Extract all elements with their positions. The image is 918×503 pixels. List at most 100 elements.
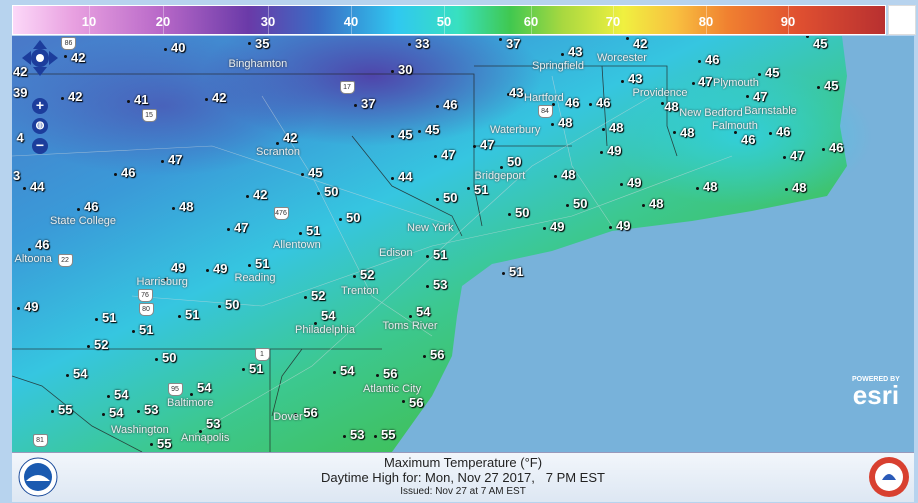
temperature-label[interactable]: 46 bbox=[565, 95, 580, 110]
temperature-label[interactable]: 46 bbox=[829, 140, 844, 155]
pan-arrows-icon[interactable] bbox=[22, 40, 58, 76]
temperature-label[interactable]: 45 bbox=[425, 122, 440, 137]
temperature-label[interactable]: 46 bbox=[596, 95, 611, 110]
temperature-label[interactable]: 43 bbox=[568, 44, 583, 59]
temperature-label[interactable]: 47 bbox=[753, 89, 768, 105]
temperature-label[interactable]: 40 bbox=[171, 40, 186, 55]
temperature-label[interactable]: 47 bbox=[234, 220, 249, 235]
temperature-label[interactable]: 56 bbox=[409, 394, 424, 410]
temperature-label[interactable]: 35 bbox=[255, 36, 270, 51]
temperature-label[interactable]: 46 bbox=[741, 132, 756, 148]
temperature-label[interactable]: 42 bbox=[212, 90, 227, 105]
temperature-label[interactable]: 49 bbox=[24, 299, 39, 314]
temperature-label[interactable]: 47 bbox=[480, 137, 495, 152]
temperature-label[interactable]: 50 bbox=[515, 205, 530, 220]
temperature-label[interactable]: 56 bbox=[303, 405, 318, 420]
temperature-label[interactable]: 54 bbox=[416, 303, 431, 319]
temperature-label[interactable]: 50 bbox=[225, 297, 240, 312]
temperature-label[interactable]: 47 bbox=[698, 74, 713, 89]
temperature-label[interactable]: 46 bbox=[84, 199, 99, 214]
temperature-label[interactable]: 46 bbox=[705, 52, 720, 67]
temperature-label[interactable]: 54 bbox=[340, 363, 355, 378]
temperature-label[interactable]: 53 bbox=[144, 402, 159, 417]
temperature-label[interactable]: 3 bbox=[13, 168, 21, 183]
temperature-label[interactable]: 42 bbox=[68, 89, 83, 104]
temperature-label[interactable]: 42 bbox=[71, 50, 86, 65]
temperature-label[interactable]: 42 bbox=[633, 36, 648, 51]
temperature-label[interactable]: 48 bbox=[703, 179, 718, 194]
temperature-label[interactable]: 54 bbox=[197, 380, 212, 395]
temperature-label[interactable]: 49 bbox=[213, 261, 228, 276]
temperature-label[interactable]: 53 bbox=[433, 277, 448, 292]
temperature-map[interactable]: 42 40 35 33 37 43 42 45 46 47 45 45 47 42 39 42 41 42 37 30… bbox=[12, 36, 914, 452]
temperature-label[interactable]: 30 bbox=[398, 62, 413, 77]
temperature-label[interactable]: 46 bbox=[121, 165, 136, 180]
temperature-label[interactable]: 42 bbox=[283, 130, 298, 145]
temperature-label[interactable]: 56 bbox=[430, 347, 445, 362]
temperature-label[interactable]: 45 bbox=[813, 36, 828, 51]
temperature-label[interactable]: 51 bbox=[139, 322, 154, 337]
temperature-label[interactable]: 44 bbox=[398, 169, 413, 184]
temperature-label[interactable]: 50 bbox=[573, 196, 588, 211]
temperature-label[interactable]: 43 bbox=[628, 70, 643, 86]
temperature-label[interactable]: 54 bbox=[114, 387, 129, 402]
temperature-label[interactable]: 51 bbox=[433, 247, 448, 262]
globe-icon[interactable]: ◍ bbox=[32, 118, 48, 134]
temperature-label[interactable]: 50 bbox=[324, 184, 339, 199]
temperature-label[interactable]: 47 bbox=[441, 147, 456, 162]
pan-control[interactable] bbox=[22, 40, 58, 76]
temperature-label[interactable]: 41 bbox=[134, 92, 149, 107]
temperature-label[interactable]: 54 bbox=[109, 405, 124, 420]
temperature-label[interactable]: 55 bbox=[58, 402, 73, 417]
temperature-label[interactable]: 48 bbox=[649, 196, 664, 211]
temperature-label[interactable]: 4 bbox=[16, 130, 24, 145]
temperature-label[interactable]: 50 bbox=[443, 190, 458, 205]
temperature-label[interactable]: 46 bbox=[776, 124, 791, 139]
temperature-label[interactable]: 48 bbox=[179, 199, 194, 214]
temperature-label[interactable]: 37 bbox=[361, 96, 376, 111]
temperature-label[interactable]: 46 bbox=[443, 97, 458, 112]
temperature-label[interactable]: 45 bbox=[398, 127, 413, 142]
temperature-label[interactable]: 48 bbox=[664, 98, 679, 114]
temperature-label[interactable]: 55 bbox=[381, 427, 396, 442]
temperature-label[interactable]: 39 bbox=[13, 85, 28, 100]
temperature-label[interactable]: 48 bbox=[680, 124, 695, 140]
temperature-label[interactable]: 51 bbox=[474, 182, 489, 197]
temperature-label[interactable]: 47 bbox=[168, 152, 183, 167]
temperature-label[interactable]: 52 bbox=[311, 288, 326, 303]
temperature-label[interactable]: 50 bbox=[507, 154, 522, 169]
temperature-label[interactable]: 45 bbox=[308, 165, 323, 180]
temperature-label[interactable]: 42 bbox=[253, 187, 268, 202]
temperature-label[interactable]: 48 bbox=[558, 115, 573, 130]
temperature-label[interactable]: 48 bbox=[609, 120, 624, 135]
temperature-label[interactable]: 54 bbox=[73, 366, 88, 381]
temperature-label[interactable]: 48 bbox=[561, 167, 576, 182]
temperature-label[interactable]: 56 bbox=[383, 366, 398, 381]
temperature-label[interactable]: 42 bbox=[13, 64, 28, 79]
temperature-label[interactable]: 51 bbox=[185, 307, 200, 322]
temperature-label[interactable]: 45 bbox=[824, 78, 839, 93]
temperature-label[interactable]: 53 bbox=[350, 427, 365, 442]
temperature-label[interactable]: 51 bbox=[509, 264, 524, 279]
temperature-label[interactable]: 49 bbox=[627, 175, 642, 190]
temperature-label[interactable]: 46 bbox=[35, 237, 50, 252]
temperature-label[interactable]: 49 bbox=[550, 219, 565, 234]
zoom-out-button[interactable]: − bbox=[32, 138, 48, 154]
temperature-label[interactable]: 50 bbox=[162, 350, 177, 365]
temperature-label[interactable]: 45 bbox=[765, 65, 780, 80]
zoom-in-button[interactable]: + bbox=[32, 98, 48, 114]
temperature-label[interactable]: 43 bbox=[509, 85, 524, 100]
temperature-label[interactable]: 52 bbox=[360, 267, 375, 282]
temperature-label[interactable]: 55 bbox=[157, 436, 172, 451]
temperature-label[interactable]: 49 bbox=[616, 218, 631, 233]
temperature-label[interactable]: 53 bbox=[206, 415, 221, 431]
temperature-label[interactable]: 54 bbox=[321, 307, 336, 323]
temperature-label[interactable]: 51 bbox=[255, 256, 270, 271]
temperature-label[interactable]: 47 bbox=[790, 148, 805, 163]
temperature-label[interactable]: 37 bbox=[506, 36, 521, 51]
temperature-label[interactable]: 44 bbox=[30, 179, 45, 194]
temperature-label[interactable]: 49 bbox=[171, 259, 186, 275]
temperature-label[interactable]: 49 bbox=[607, 143, 622, 158]
temperature-label[interactable]: 51 bbox=[102, 310, 117, 325]
temperature-label[interactable]: 51 bbox=[306, 222, 321, 238]
